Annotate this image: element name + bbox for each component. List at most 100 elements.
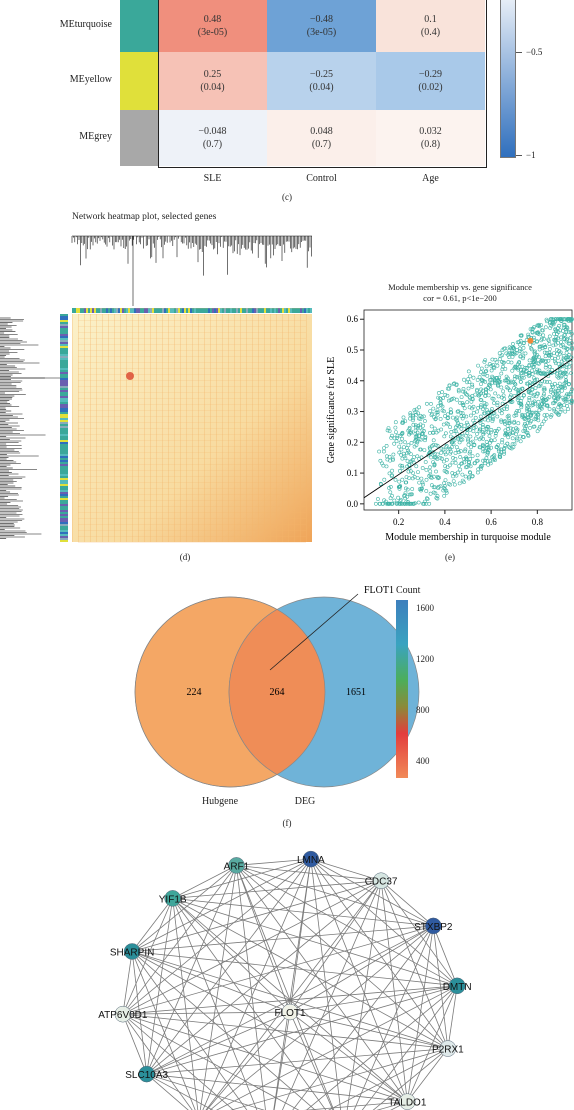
venn-label-hubgene: Hubgene bbox=[201, 796, 239, 807]
heatmap-hotspot bbox=[126, 372, 134, 380]
x-tick-label: 0.8 bbox=[532, 517, 544, 527]
module-color-bar-left bbox=[60, 314, 68, 542]
y-tick-label: 0.4 bbox=[347, 376, 359, 386]
network-node bbox=[164, 890, 181, 907]
colorbar-tick-label: −1 bbox=[526, 150, 536, 160]
ppi-network: LMNACDC37STXBP2DMTNP2RX1TALDO1ALDOANUCB1… bbox=[98, 850, 472, 1110]
node-label: FLOT1 bbox=[274, 1008, 306, 1019]
y-tick-label: 0.6 bbox=[347, 314, 359, 324]
correlation-value: −0.29 bbox=[418, 69, 443, 80]
legend-tick-label: 400 bbox=[416, 756, 430, 766]
top-dendrogram bbox=[71, 235, 312, 306]
y-tick-label: 0.0 bbox=[347, 499, 359, 509]
y-tick-label: 0.3 bbox=[347, 407, 359, 417]
row-label: MEturquoise bbox=[59, 18, 112, 30]
panel-caption: (e) bbox=[445, 552, 455, 562]
panel-caption: (c) bbox=[282, 192, 292, 202]
network-node bbox=[425, 917, 442, 935]
trend-line bbox=[363, 358, 573, 499]
p-value: (3e-05) bbox=[197, 26, 228, 38]
p-value: (3e-05) bbox=[306, 26, 337, 38]
colorbar bbox=[500, 0, 516, 158]
venn-diagram: FLOT1 224 264 1651 bbox=[134, 585, 420, 788]
heatmap-cell: −0.29 (0.02) bbox=[376, 52, 485, 110]
legend-title: Count bbox=[396, 585, 421, 596]
node-label: P2RX1 bbox=[432, 1045, 464, 1056]
heatmap-cell: 0.1 (0.4) bbox=[376, 0, 485, 53]
venn-overlap bbox=[228, 597, 325, 787]
network-node bbox=[448, 977, 466, 995]
network-node bbox=[123, 943, 141, 960]
heatmap-cell: −0.25 (0.04) bbox=[267, 52, 376, 110]
plot-frame bbox=[363, 309, 573, 511]
p-value: (0.7) bbox=[311, 139, 332, 150]
left-dendrogram bbox=[0, 317, 64, 539]
legend-tick-label: 800 bbox=[416, 705, 430, 715]
node-label: SHARPIN bbox=[110, 947, 154, 958]
correlation-value: −0.25 bbox=[309, 69, 334, 80]
network-node bbox=[138, 1065, 155, 1083]
y-tick-label: 0.5 bbox=[347, 345, 359, 355]
legend-tick-label: 1200 bbox=[416, 654, 434, 664]
x-tick-label: 0.6 bbox=[485, 517, 497, 527]
heatmap-cell: −0.048 (0.7) bbox=[158, 110, 267, 166]
network-node bbox=[114, 1005, 132, 1023]
x-tick-label: 0.4 bbox=[439, 517, 451, 527]
node-label: ARF1 bbox=[224, 861, 250, 872]
p-value: (0.4) bbox=[420, 26, 441, 38]
heatmap-cell: −0.48 (3e-05) bbox=[267, 0, 376, 53]
heatmap-cell: 0.48 (3e-05) bbox=[158, 0, 267, 53]
node-label: DMTN bbox=[443, 982, 472, 993]
correlation-value: 0.048 bbox=[310, 126, 333, 137]
node-label: STXBP2 bbox=[414, 922, 453, 933]
correlation-value: 0.25 bbox=[203, 69, 222, 80]
annotation-line bbox=[269, 593, 359, 671]
x-axis-ticks: 0.2 0.4 0.6 0.8 bbox=[393, 510, 543, 527]
correlation-value: −0.048 bbox=[198, 126, 227, 137]
venn-count-deg: 1651 bbox=[346, 687, 366, 698]
module-color-swatch bbox=[120, 52, 158, 110]
network-node bbox=[439, 1040, 457, 1057]
module-color-swatch bbox=[120, 110, 158, 166]
venn-label-deg: DEG bbox=[294, 796, 316, 807]
heatmap-cell: 0.032 (0.8) bbox=[376, 110, 485, 166]
y-axis-ticks: 0.0 0.1 0.2 0.3 0.4 0.5 0.6 bbox=[347, 314, 364, 509]
venn-count-overlap: 264 bbox=[270, 687, 285, 698]
correlation-value: 0.1 bbox=[424, 13, 437, 25]
heatmap-border bbox=[158, 0, 487, 168]
module-color-swatch bbox=[120, 0, 158, 53]
panel-caption: (d) bbox=[179, 552, 191, 562]
network-heatmap-graphic bbox=[0, 235, 312, 548]
highlighted-point bbox=[527, 337, 534, 344]
x-axis-label: Module membership in turquoise module bbox=[385, 532, 551, 543]
annotation-label: FLOT1 bbox=[364, 585, 394, 596]
scatter-points bbox=[374, 317, 574, 506]
node-label: YIF1B bbox=[159, 894, 187, 905]
column-label-sle: SLE bbox=[203, 173, 222, 184]
correlation-value: 0.48 bbox=[203, 13, 222, 25]
correlation-value: 0.032 bbox=[419, 126, 442, 137]
scatter-plot: 0.2 0.4 0.6 0.8 0.0 0.1 0.2 0.3 0.4 0.5 0.6 Gene … bbox=[326, 309, 574, 543]
heatmap-cell: 0.25 (0.04) bbox=[158, 52, 267, 110]
count-colorbar bbox=[396, 600, 408, 778]
row-label: MEgrey bbox=[79, 131, 112, 142]
correlation-value: −0.48 bbox=[309, 13, 334, 25]
network-node bbox=[281, 1003, 299, 1021]
y-tick-label: 0.2 bbox=[347, 437, 358, 447]
row-label: MEyellow bbox=[69, 74, 112, 85]
chart-subtitle: cor = 0.61, p<1e−200 bbox=[423, 293, 497, 303]
y-axis-label: Gene significance for SLE bbox=[326, 357, 337, 463]
panel-title: Network heatmap plot, selected genes bbox=[72, 212, 217, 222]
network-node bbox=[302, 850, 320, 868]
column-label-control: Control bbox=[306, 173, 337, 184]
p-value: (0.04) bbox=[309, 82, 334, 93]
colorbar-tick bbox=[516, 155, 522, 156]
node-label: CDC37 bbox=[365, 877, 398, 888]
x-tick-label: 0.2 bbox=[393, 517, 404, 527]
chart-title: Module membership vs. gene significance bbox=[388, 282, 532, 292]
p-value: (0.7) bbox=[202, 139, 223, 150]
venn-count-hubgene: 224 bbox=[187, 687, 202, 698]
p-value: (0.04) bbox=[200, 82, 225, 93]
p-value: (0.02) bbox=[418, 82, 443, 93]
colorbar-tick bbox=[516, 52, 522, 53]
